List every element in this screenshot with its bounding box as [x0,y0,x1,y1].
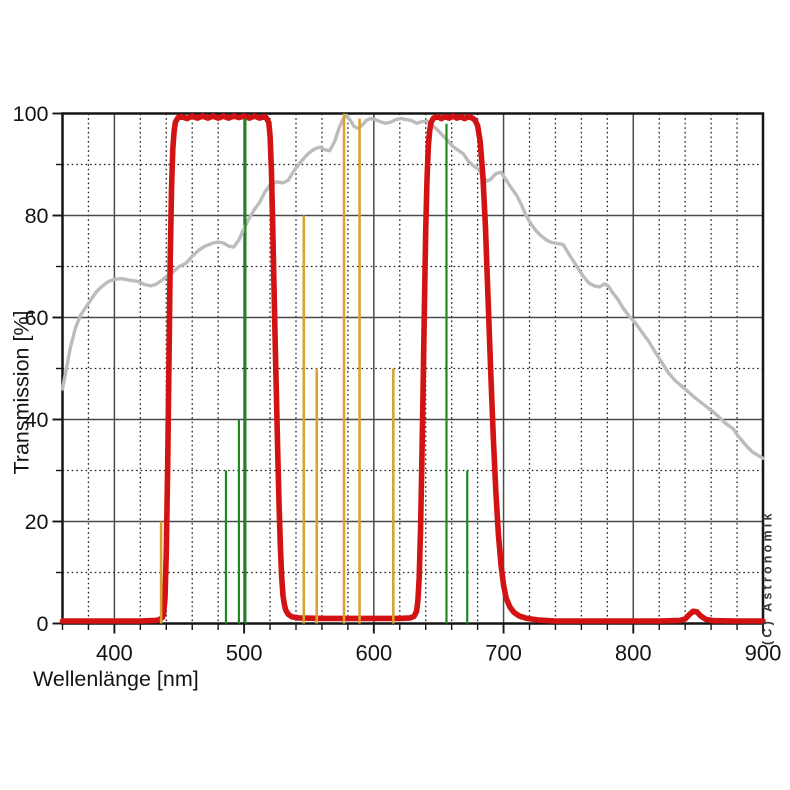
svg-text:500: 500 [226,641,263,666]
nebula-emission-lines [224,118,469,624]
filter-curve [59,113,766,624]
svg-text:80: 80 [25,204,49,228]
svg-text:60: 60 [25,306,49,330]
axis-ticks [52,112,764,634]
svg-text:900: 900 [745,641,782,666]
tick-labels: 400 500 600 700 800 900 0 20 40 60 80 100 [13,102,782,666]
svg-text:600: 600 [355,641,392,666]
plot-border [61,112,765,625]
svg-text:20: 20 [25,510,49,534]
svg-text:100: 100 [13,102,49,126]
watermark-text: (C) Astronomik [761,510,775,645]
svg-text:40: 40 [25,408,49,432]
y-axis-label: Transmission [%] [9,310,34,475]
svg-text:700: 700 [485,641,522,666]
x-axis-label: Wellenlänge [nm] [33,667,199,691]
svg-text:400: 400 [96,641,133,666]
svg-text:0: 0 [37,612,49,636]
grid-minor [62,113,763,624]
lamp-emission-lines [159,113,395,624]
sensor-curve [60,113,765,460]
grid-major [62,113,763,624]
svg-text:800: 800 [615,641,652,666]
